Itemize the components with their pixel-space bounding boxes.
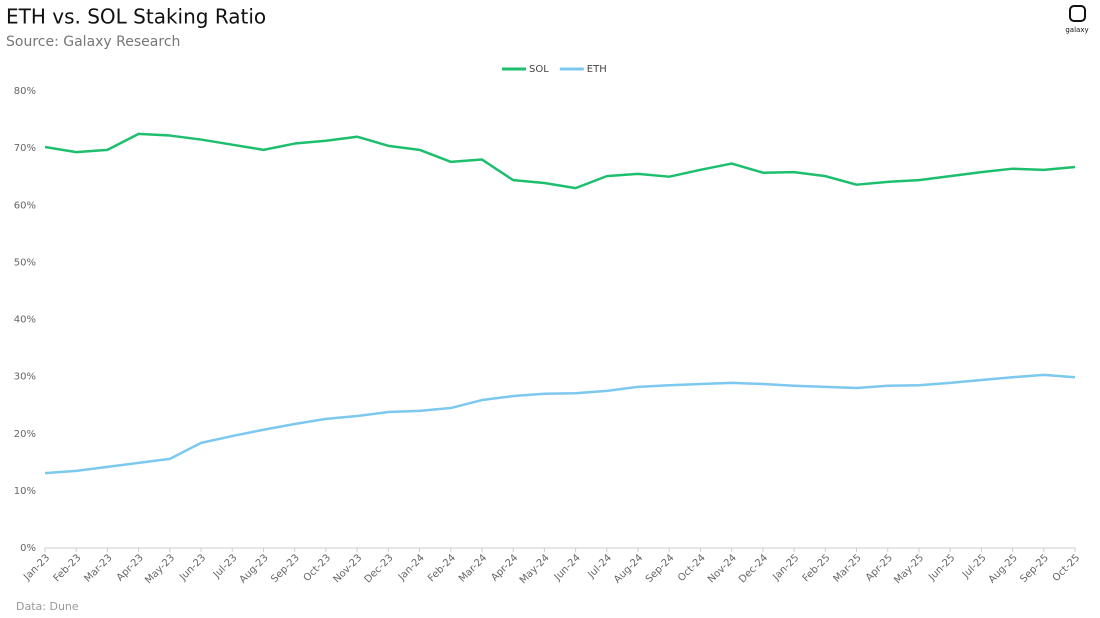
legend: SOL ETH	[502, 64, 607, 75]
y-tick-label: 40%	[14, 315, 36, 326]
x-tick-label: Mar-23	[82, 552, 114, 584]
series-line	[44, 132, 1076, 190]
x-tick-label: Dec-23	[363, 552, 396, 585]
x-tick-label: Feb-23	[52, 552, 84, 584]
legend-label: SOL	[529, 64, 549, 75]
x-tick-label: Nov-23	[331, 552, 364, 585]
legend-label: ETH	[587, 64, 607, 75]
x-tick-label: Apr-23	[115, 552, 146, 583]
x-tick-label: May-25	[892, 552, 926, 586]
y-tick-label: 70%	[14, 143, 36, 154]
x-tick-label: Jun-24	[552, 552, 583, 583]
x-tick-label: Aug-24	[612, 552, 645, 585]
y-tick-label: 0%	[20, 543, 36, 554]
x-tick-label: Jun-25	[926, 552, 957, 583]
footnote: Data: Dune	[16, 600, 79, 613]
x-tick-label: Dec-24	[737, 552, 770, 585]
x-tick-label: Jul-24	[585, 552, 614, 581]
x-tick-label: Jul-25	[960, 552, 989, 581]
x-tick-label: Sep-25	[1018, 552, 1051, 585]
x-tick-label: Apr-25	[864, 552, 895, 583]
logo-mark	[1069, 5, 1086, 22]
x-tick-label: Jan-23	[21, 552, 52, 583]
y-tick-label: 10%	[14, 486, 36, 497]
x-tick-label: Oct-25	[1051, 552, 1083, 584]
x-tick-label: Jun-23	[177, 552, 208, 583]
logo: galaxy	[1065, 5, 1089, 34]
chart-title: ETH vs. SOL Staking Ratio	[6, 5, 266, 29]
x-tick-label: Feb-25	[801, 552, 833, 584]
x-tick-label: Nov-24	[706, 552, 739, 585]
x-tick-label: May-24	[518, 552, 552, 586]
x-tick-label: Sep-24	[644, 552, 677, 585]
y-tick-label: 30%	[14, 372, 36, 383]
x-tick-label: May-23	[143, 552, 177, 586]
x-tick-label: Jul-23	[211, 552, 240, 581]
y-tick-label: 20%	[14, 429, 36, 440]
x-tick-label: Mar-25	[832, 552, 864, 584]
x-tick-label: Oct-24	[676, 552, 708, 584]
series-line	[44, 373, 1076, 475]
y-tick-label: 80%	[14, 86, 36, 97]
x-tick-label: Mar-24	[457, 552, 489, 584]
x-tick-label: Apr-24	[489, 552, 520, 583]
x-tick-label: Aug-25	[987, 552, 1020, 585]
y-tick-label: 50%	[14, 257, 36, 268]
x-tick-label: Aug-23	[238, 552, 271, 585]
y-tick-label: 60%	[14, 200, 36, 211]
logo-text: galaxy	[1065, 26, 1088, 34]
x-tick-label: Sep-23	[269, 552, 302, 585]
x-tick-label: Oct-23	[302, 552, 334, 584]
chart-subtitle: Source: Galaxy Research	[6, 34, 180, 50]
x-tick-label: Feb-24	[426, 552, 458, 584]
x-tick-label: Jan-25	[770, 552, 801, 583]
x-tick-label: Jan-24	[396, 552, 427, 583]
